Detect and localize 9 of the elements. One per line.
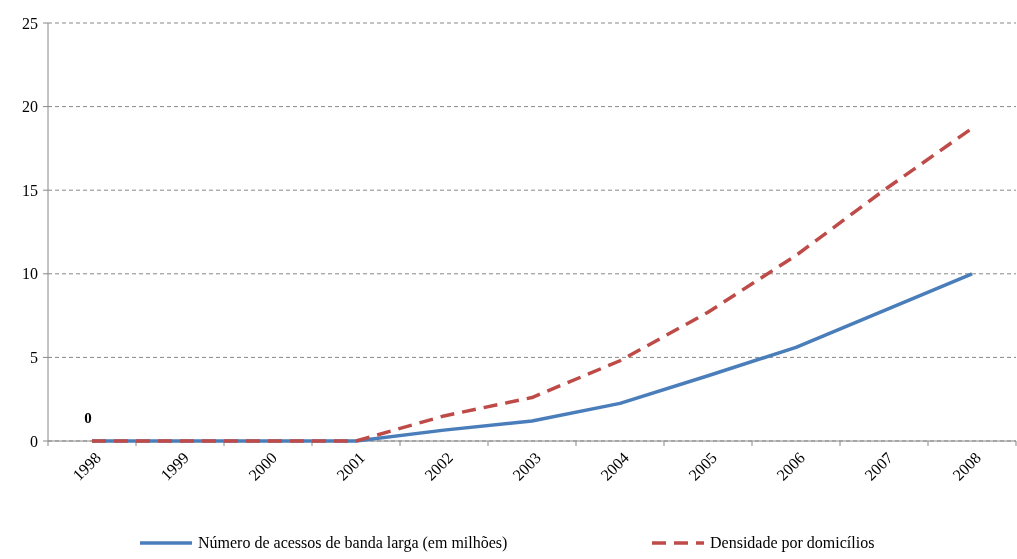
y-tick-label: 25 — [22, 14, 38, 32]
data-label: 0 — [84, 410, 92, 426]
y-tick-label: 20 — [22, 98, 38, 116]
y-tick-label: 5 — [30, 349, 38, 366]
y-tick-label: 0 — [30, 432, 38, 450]
y-tick-label: 10 — [22, 265, 38, 283]
legend-label: Densidade por domicílios — [710, 534, 875, 552]
legend-label: Número de acessos de banda larga (em milhões) — [198, 534, 508, 552]
y-tick-label: 15 — [22, 181, 38, 199]
